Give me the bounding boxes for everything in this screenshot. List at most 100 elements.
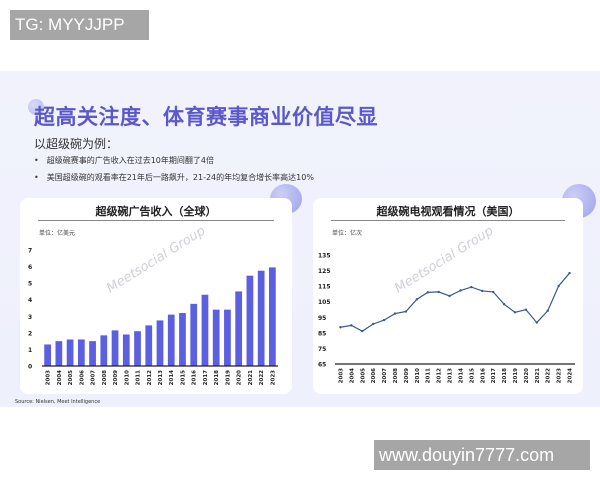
data-point <box>448 294 451 298</box>
data-point <box>415 298 419 301</box>
svg-text:0: 0 <box>28 364 32 371</box>
bar <box>122 334 130 366</box>
svg-text:2009: 2009 <box>404 368 410 383</box>
data-point <box>393 312 397 315</box>
svg-text:2017: 2017 <box>491 368 497 383</box>
svg-text:2008: 2008 <box>102 370 108 385</box>
svg-text:75: 75 <box>318 346 326 353</box>
svg-text:2003: 2003 <box>46 370 52 385</box>
bar <box>235 291 243 366</box>
svg-text:125: 125 <box>318 268 331 275</box>
svg-text:2015: 2015 <box>180 370 186 385</box>
data-point <box>404 310 408 313</box>
bar <box>269 267 276 366</box>
svg-text:2012: 2012 <box>437 368 443 383</box>
svg-text:2009: 2009 <box>113 370 119 385</box>
chart-watermark: Meetsocial Group <box>392 224 496 297</box>
page-title: 超高关注度、体育赛事商业价值尽显 <box>34 105 378 129</box>
svg-text:6: 6 <box>28 264 32 271</box>
svg-text:2015: 2015 <box>469 368 475 383</box>
svg-text:2010: 2010 <box>124 370 130 385</box>
svg-text:65: 65 <box>318 362 326 369</box>
data-point <box>339 326 342 329</box>
svg-text:2020: 2020 <box>524 368 530 383</box>
svg-text:105: 105 <box>318 299 331 306</box>
bar-chart-title: 超级碗广告收入（全球） <box>95 205 217 218</box>
svg-text:3: 3 <box>28 314 32 321</box>
page-subtitle: 以超级碗为例： <box>34 137 119 151</box>
svg-text:2004: 2004 <box>57 370 63 385</box>
bar <box>190 303 198 366</box>
bar <box>55 341 63 366</box>
svg-text:Meetsocial Group: Meetsocial Group <box>392 224 496 297</box>
svg-text:2011: 2011 <box>136 370 142 385</box>
bar <box>156 320 164 366</box>
line-series <box>340 272 571 332</box>
svg-text:7: 7 <box>28 248 32 255</box>
svg-text:2: 2 <box>28 330 32 337</box>
bar <box>66 339 74 366</box>
svg-text:2011: 2011 <box>426 368 432 383</box>
data-point <box>535 321 539 324</box>
svg-text:2004: 2004 <box>349 368 355 383</box>
svg-text:2012: 2012 <box>147 370 153 385</box>
data-point <box>481 289 484 293</box>
line-chart-unit: 单位：亿次 <box>332 230 363 237</box>
svg-text:2007: 2007 <box>91 370 97 385</box>
data-point <box>382 318 386 322</box>
svg-text:2016: 2016 <box>480 368 486 383</box>
bar <box>100 335 108 366</box>
svg-text:115: 115 <box>318 284 331 291</box>
bar <box>167 314 175 366</box>
bar <box>111 330 119 366</box>
data-point <box>513 311 517 314</box>
svg-text:85: 85 <box>318 330 326 337</box>
svg-text:2013: 2013 <box>158 370 164 385</box>
svg-text:Meetsocial Group: Meetsocial Group <box>104 224 208 297</box>
data-point <box>361 329 364 333</box>
line-chart-panel: 超级碗电视观看情况（美国） 单位：亿次 65 75 85 95 105 115 125 135… <box>313 198 583 394</box>
bar-chart-panel: 超级碗广告收入（全球） 单位：亿美元 0 1 2 3 4 5 6 7 Meetsocial Gr… <box>20 198 292 394</box>
bar <box>44 344 51 366</box>
data-point <box>459 289 462 292</box>
svg-text:2006: 2006 <box>79 370 85 385</box>
svg-text:135: 135 <box>318 253 331 260</box>
chart-watermark: Meetsocial Group <box>104 224 208 297</box>
bullet-item: 美国超级碗的观看率在21年后一路飙升，21-24的年均复合增长率高达10% <box>34 169 314 186</box>
svg-text:2006: 2006 <box>371 368 377 383</box>
bar <box>224 309 231 366</box>
svg-text:2023: 2023 <box>270 370 276 385</box>
bar-chart-unit: 单位：亿美元 <box>39 230 76 237</box>
line-chart-title: 超级碗电视观看情况（美国） <box>376 205 520 218</box>
data-point <box>546 309 549 312</box>
data-point <box>502 303 506 306</box>
line-chart: 65 75 85 95 105 115 125 135 Meetsocial Group 2003… <box>318 224 575 383</box>
decor-circle-title <box>28 99 44 115</box>
data-point <box>470 285 473 289</box>
bar <box>246 275 254 366</box>
bar-chart: 0 1 2 3 4 5 6 7 Meetsocial Group 2003 2004 2005 2006… <box>28 224 278 385</box>
data-point <box>437 290 440 294</box>
bar <box>201 294 209 366</box>
title-divider <box>38 220 274 221</box>
svg-text:2014: 2014 <box>458 368 464 383</box>
svg-text:95: 95 <box>318 315 326 322</box>
svg-text:2017: 2017 <box>203 370 209 385</box>
watermark-top: TG: MYYJJPP <box>10 10 149 40</box>
svg-text:2023: 2023 <box>557 368 563 383</box>
bar <box>179 312 186 366</box>
bullet-list: 超级碗赛事的广告收入在过去10年期间翻了4倍 美国超级碗的观看率在21年后一路飙… <box>34 152 314 186</box>
svg-text:2019: 2019 <box>513 368 519 383</box>
svg-text:2018: 2018 <box>214 370 220 385</box>
data-point <box>350 324 353 327</box>
svg-text:1: 1 <box>28 347 32 354</box>
data-point <box>426 291 429 294</box>
svg-text:2021: 2021 <box>535 368 541 383</box>
svg-text:2008: 2008 <box>393 368 399 383</box>
bar <box>257 270 265 366</box>
title-divider <box>331 220 565 221</box>
svg-text:5: 5 <box>28 281 32 288</box>
svg-text:2005: 2005 <box>360 368 366 383</box>
data-point <box>557 284 560 288</box>
watermark-bottom: www.douyin7777.com <box>374 440 590 470</box>
